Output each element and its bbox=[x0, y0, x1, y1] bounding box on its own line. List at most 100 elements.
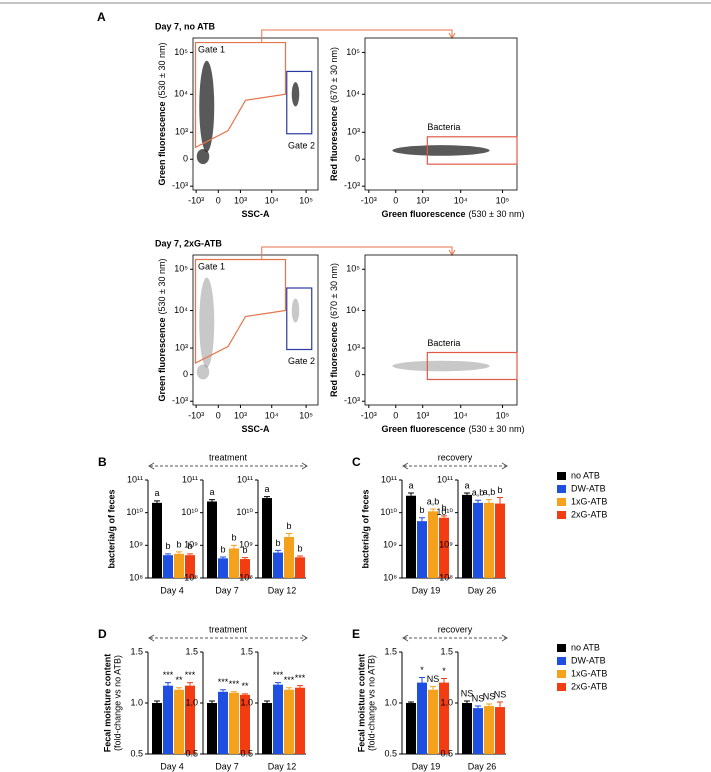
significance-label: b bbox=[497, 485, 502, 495]
y-tick-label: -10³ bbox=[172, 396, 188, 406]
x-tick-label: Day 12 bbox=[268, 761, 297, 771]
error-bar bbox=[209, 499, 215, 502]
xlabel: SSC-A bbox=[241, 424, 270, 434]
event-cloud bbox=[291, 298, 300, 323]
legend-label: no ATB bbox=[571, 642, 600, 652]
error-bar bbox=[176, 551, 182, 554]
legend-swatch bbox=[557, 472, 566, 480]
bar bbox=[229, 548, 239, 578]
x-tick-label: Day 26 bbox=[468, 761, 497, 771]
x-tick-label: Day 7 bbox=[215, 585, 239, 595]
error-bar bbox=[497, 701, 503, 708]
error-bar bbox=[486, 703, 492, 707]
bar bbox=[262, 703, 272, 754]
gate-1 bbox=[194, 258, 287, 364]
bar bbox=[473, 502, 483, 578]
error-bar bbox=[486, 499, 492, 503]
bar bbox=[229, 692, 239, 754]
event-cloud bbox=[392, 145, 490, 156]
gate-1 bbox=[194, 41, 287, 149]
error-bar bbox=[408, 492, 414, 496]
y-tick-label: 0.5 bbox=[185, 748, 198, 758]
arrow-head bbox=[402, 634, 508, 642]
y-tick-label: 10⁴ bbox=[174, 89, 188, 99]
x-axis-label: SSC-A bbox=[241, 424, 270, 434]
y-tick-label: 10⁹ bbox=[184, 540, 198, 550]
legend-label: DW-ATB bbox=[571, 655, 606, 665]
x-tick-label: 10³ bbox=[234, 410, 247, 420]
panel-letter: D bbox=[98, 627, 107, 641]
x-tick-label: Day 4 bbox=[160, 761, 184, 771]
legend-swatch bbox=[557, 511, 566, 519]
y-tick-label: 10¹¹ bbox=[381, 474, 397, 484]
legend-swatch bbox=[557, 683, 566, 691]
plot-frame bbox=[364, 37, 518, 191]
y-tick-label: -10³ bbox=[344, 181, 360, 191]
legend-label: 1xG-ATB bbox=[571, 668, 607, 678]
error-bar bbox=[187, 553, 193, 556]
bar bbox=[295, 687, 305, 754]
y-axis-label: Green fluorescence (530 ± 30 nm) bbox=[157, 258, 167, 401]
ylabel_unit: (670 ± 30 nm) bbox=[329, 47, 339, 103]
error-bar bbox=[264, 496, 270, 499]
y-tick-label: 10¹¹ bbox=[182, 474, 198, 484]
x-axis-label: Green fluorescence (530 ± 30 nm) bbox=[381, 424, 524, 434]
arrow-head bbox=[148, 462, 308, 470]
gate-label: Bacteria bbox=[427, 338, 460, 348]
legend-label: DW-ATB bbox=[571, 483, 606, 493]
y-tick-label: 10⁸ bbox=[439, 572, 453, 582]
event-cloud bbox=[199, 277, 215, 368]
x-tick-label: 10⁴ bbox=[454, 195, 468, 205]
bar bbox=[484, 502, 494, 578]
y-axis-label: Green fluorescence (530 ± 30 nm) bbox=[157, 42, 167, 185]
plot-frame bbox=[364, 254, 518, 406]
error-bar bbox=[430, 508, 436, 512]
significance-label: b bbox=[231, 533, 236, 543]
panel-title: Day 7, no ATB bbox=[155, 21, 216, 31]
xlabel: Green fluorescence bbox=[381, 209, 465, 219]
significance-label: b bbox=[242, 545, 247, 555]
y-tick-label: 10³ bbox=[175, 127, 188, 137]
ylabel_unit: (530 ± 30 nm) bbox=[157, 258, 167, 314]
x-tick-label: 0 bbox=[216, 410, 221, 420]
error-bar bbox=[209, 700, 215, 703]
y-tick-label: -10³ bbox=[344, 396, 360, 406]
arrow-head bbox=[402, 462, 508, 470]
y-tick-label: 10¹⁰ bbox=[181, 507, 198, 517]
y-tick-label: 10¹⁰ bbox=[126, 507, 143, 517]
bar bbox=[240, 559, 250, 578]
error-bar bbox=[165, 553, 171, 556]
bar bbox=[428, 689, 438, 754]
y-tick-label: 10⁸ bbox=[383, 572, 397, 582]
bar bbox=[473, 708, 483, 754]
plot-frame bbox=[192, 37, 319, 191]
y-tick-label: 10⁸ bbox=[129, 572, 143, 582]
gate-label: Gate 1 bbox=[198, 45, 225, 55]
error-bar bbox=[264, 700, 270, 703]
ylabel: Red fluorescence bbox=[329, 322, 339, 397]
significance-label: b bbox=[297, 543, 302, 553]
x-tick-label: Day 26 bbox=[468, 585, 497, 595]
y-tick-label: 10⁵ bbox=[174, 47, 188, 57]
bar bbox=[185, 555, 195, 578]
significance-label: * bbox=[442, 666, 446, 676]
error-bar bbox=[275, 549, 281, 553]
y-tick-label: 10⁴ bbox=[346, 305, 360, 315]
y-tick-label: 10⁵ bbox=[174, 264, 188, 274]
y-tick-label: 10¹¹ bbox=[237, 474, 253, 484]
y-tick-label: 10¹⁰ bbox=[436, 507, 453, 517]
y-tick-label: 0.5 bbox=[384, 748, 397, 758]
xlabel_unit: (530 ± 30 nm) bbox=[469, 424, 525, 434]
y-tick-label: 10¹¹ bbox=[437, 474, 453, 484]
x-tick-label: 10⁴ bbox=[265, 410, 279, 420]
bar bbox=[163, 555, 173, 578]
y-tick-label: 1.0 bbox=[384, 697, 397, 707]
event-cloud bbox=[196, 148, 210, 165]
event-cloud bbox=[392, 360, 490, 372]
y-tick-label: 10⁸ bbox=[184, 572, 198, 582]
panel-header: recovery bbox=[438, 624, 473, 634]
error-bar bbox=[441, 515, 447, 518]
significance-label: NS bbox=[427, 674, 440, 684]
y-tick-label: 1.0 bbox=[185, 697, 198, 707]
bar bbox=[462, 494, 472, 578]
